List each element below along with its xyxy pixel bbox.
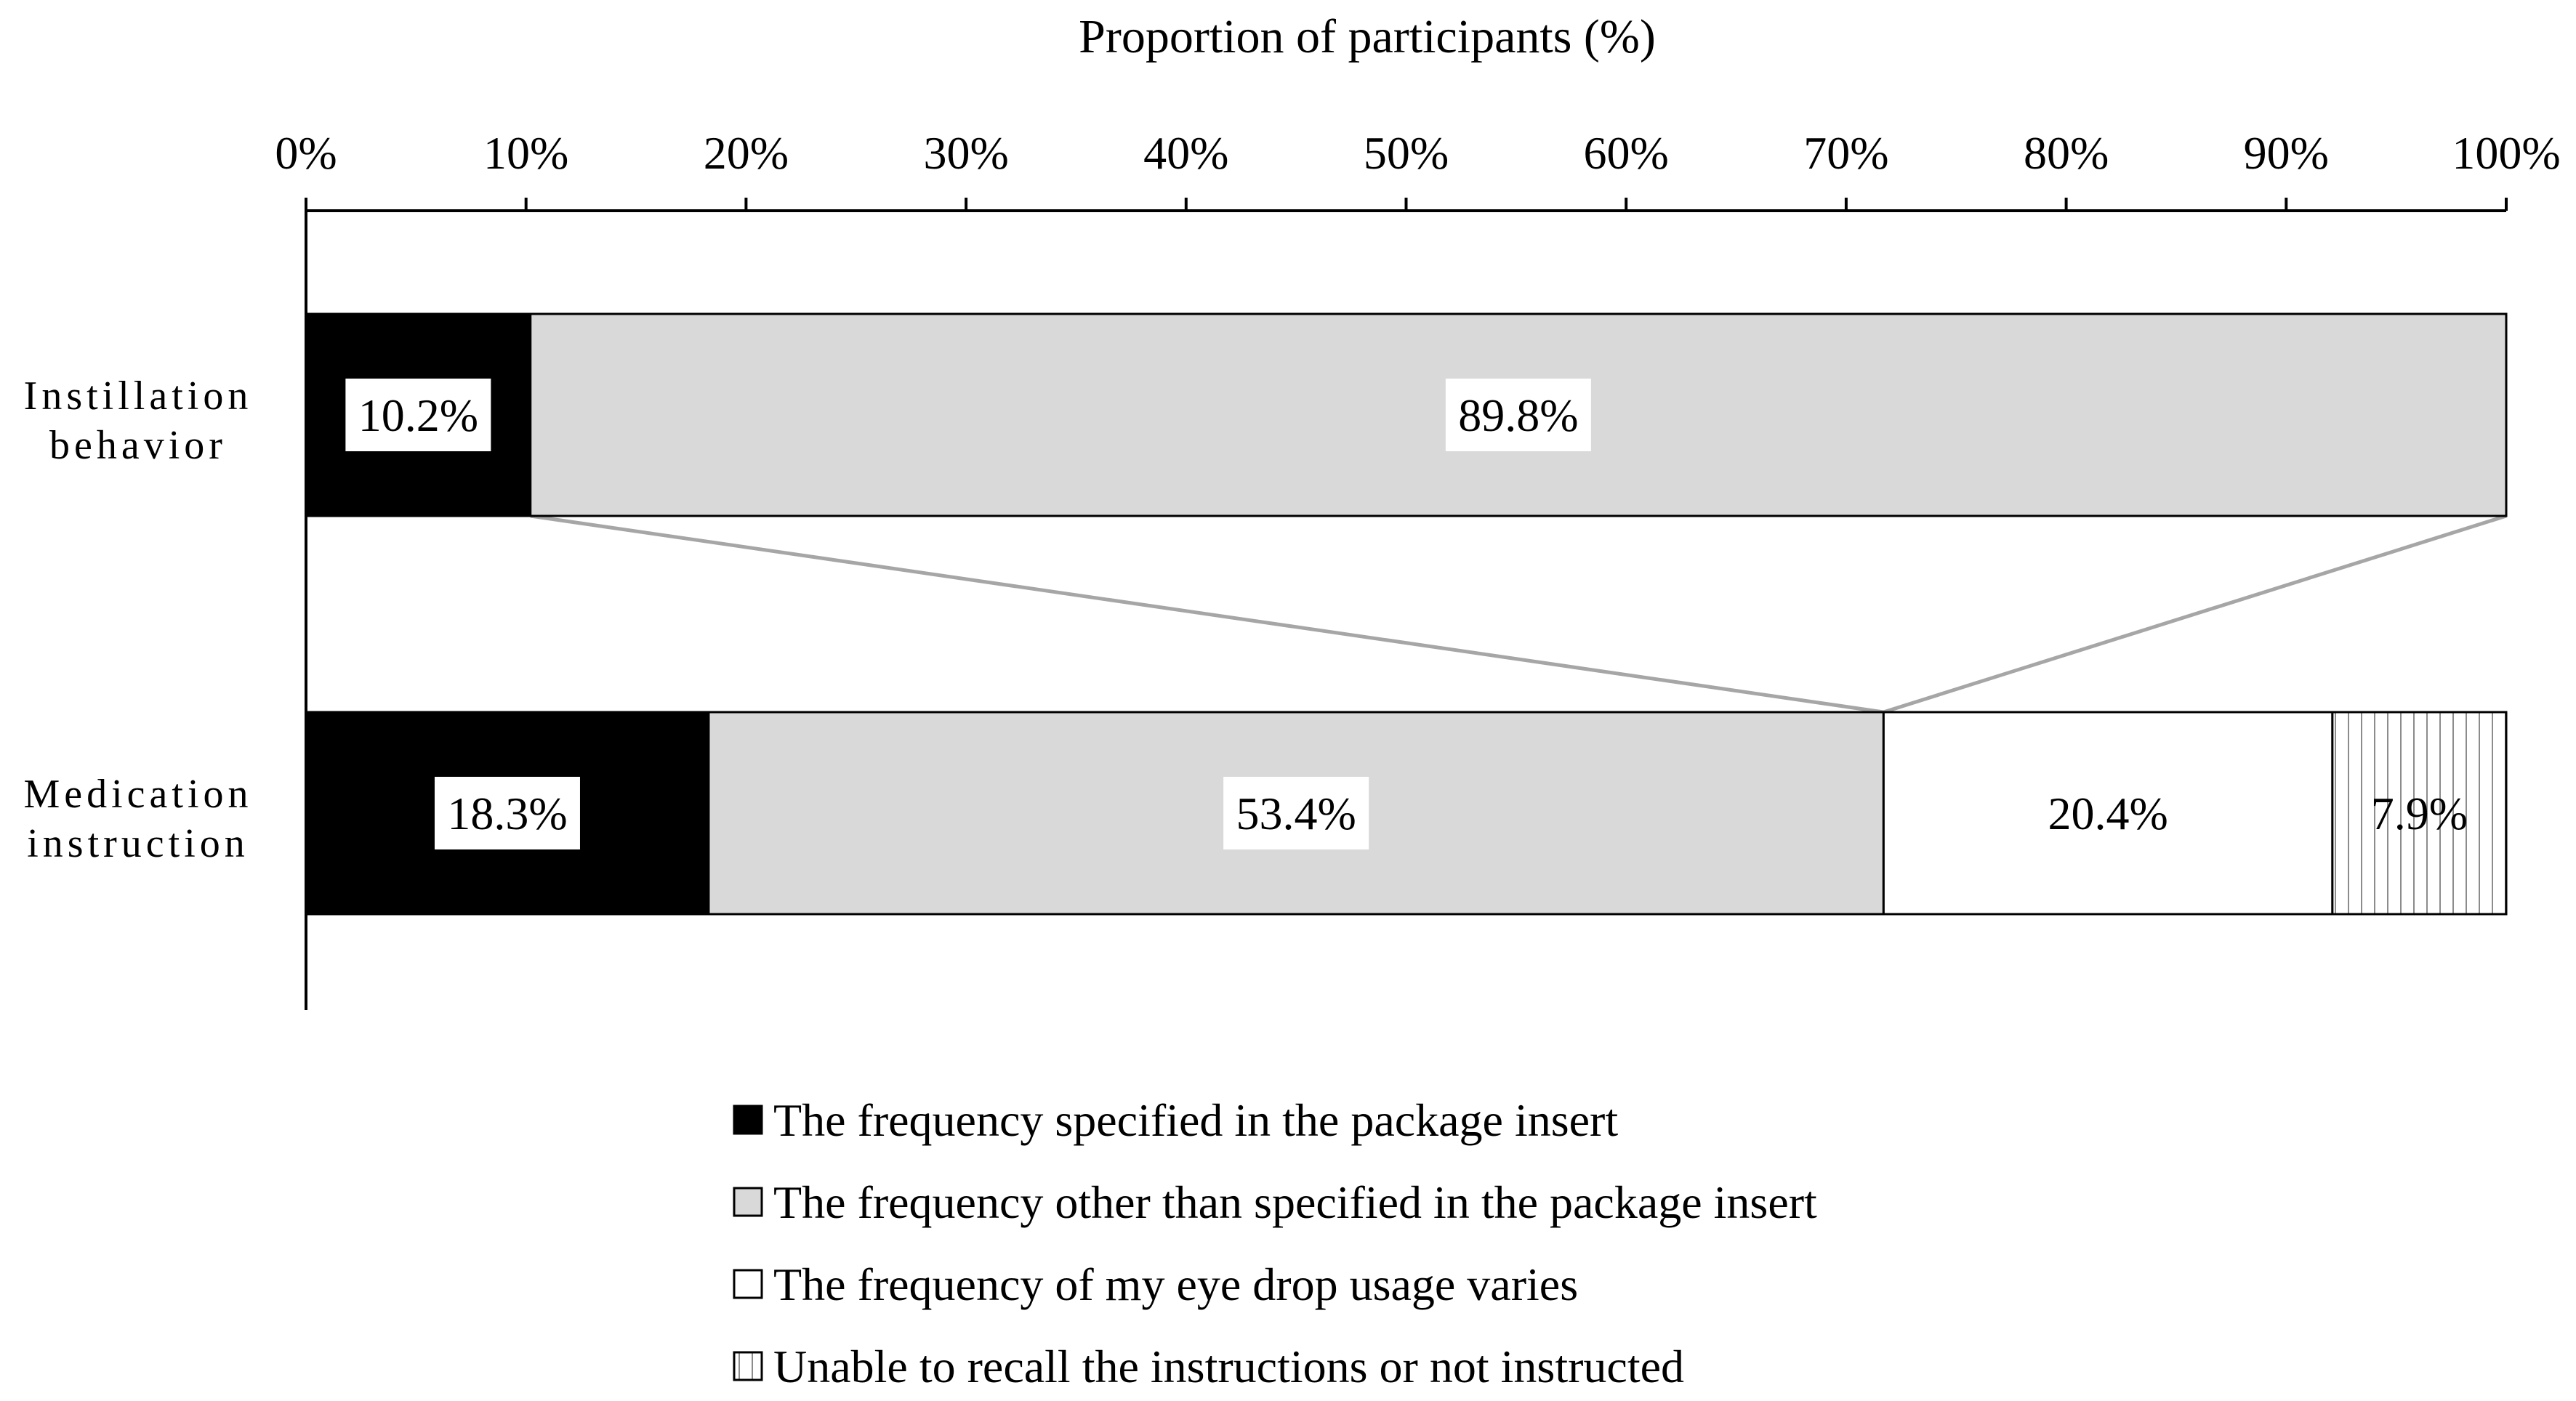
data-label-box (1445, 379, 1591, 451)
legend-label: The frequency of my eye drop usage varie… (773, 1259, 1578, 1310)
x-tick-label: 40% (1143, 127, 1228, 179)
legend-label: Unable to recall the instructions or not… (773, 1341, 1684, 1392)
connector-line (1883, 514, 2507, 714)
bar-segment (2331, 711, 2508, 916)
connector-line (530, 514, 1884, 714)
x-tick-label: 20% (704, 127, 789, 179)
legend-swatch (733, 1187, 763, 1217)
connector-lines (530, 514, 2507, 714)
legend-swatch (733, 1269, 763, 1299)
data-label: 10.2% (358, 389, 478, 441)
data-label-box (345, 379, 491, 451)
x-tick-label: 0% (275, 127, 337, 179)
x-tick-label: 70% (1803, 127, 1888, 179)
x-axis-title: Proportion of participants (%) (1079, 10, 1656, 63)
data-label: 53.4% (1236, 788, 1356, 839)
x-tick-label: 100% (2452, 127, 2560, 179)
category-label: Instillation behavior (24, 374, 253, 468)
category-label: Medication instruction (23, 772, 252, 866)
bar-segment (1882, 711, 2334, 916)
x-tick-label: 10% (483, 127, 568, 179)
data-label: 7.9% (2371, 788, 2468, 839)
data-label: 18.3% (447, 788, 567, 839)
legend-label: The frequency other than specified in th… (773, 1176, 1817, 1228)
data-label: 20.4% (2048, 788, 2168, 839)
legend: The frequency specified in the package i… (733, 1094, 1817, 1392)
data-label: 89.8% (1458, 389, 1578, 441)
x-tick-label: 90% (2244, 127, 2329, 179)
x-tick-label: 60% (1584, 127, 1669, 179)
legend-swatch (733, 1351, 763, 1381)
data-label-box (1223, 777, 1369, 849)
x-tick-label: 50% (1364, 127, 1449, 179)
legend-swatch (733, 1105, 763, 1135)
bar-segments (305, 312, 2508, 916)
data-labels: 10.2% 89.8% 18.3% 53.4% 20.4% 7.9% (345, 379, 2468, 849)
x-tick-label: 80% (2024, 127, 2109, 179)
x-tick-labels: 0% 10% 20% 30% 40% 50% 60% 70% 80% 90% 100% (275, 127, 2560, 179)
legend-label: The frequency specified in the package i… (773, 1094, 1618, 1146)
category-labels: Instillation behavior Medication instructio… (23, 374, 253, 866)
x-tick-label: 30% (923, 127, 1008, 179)
data-label-box (434, 777, 580, 849)
axes (305, 198, 2508, 1010)
